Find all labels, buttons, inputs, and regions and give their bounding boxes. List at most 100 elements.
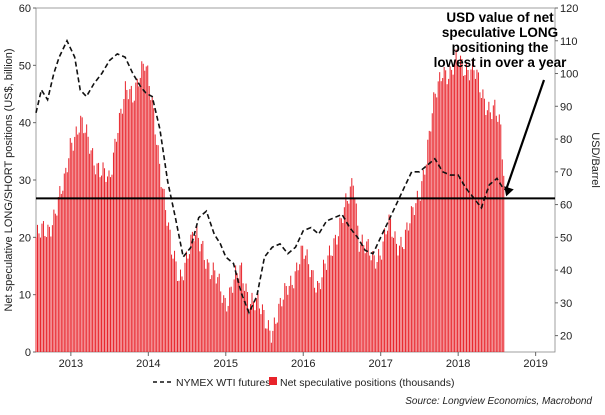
position-bar [112, 152, 114, 352]
position-bar [318, 282, 320, 352]
position-bar [215, 283, 217, 352]
position-bar [381, 259, 383, 352]
position-bar [78, 132, 80, 352]
position-bar [104, 168, 106, 352]
position-bar [126, 89, 128, 352]
position-bar [147, 65, 149, 352]
position-bar [281, 306, 283, 352]
position-bar [352, 185, 354, 352]
annotation-line: speculative LONG [442, 25, 558, 40]
legend-label-positions: Net speculative positions (thousands) [280, 377, 455, 389]
position-bar [65, 167, 67, 352]
position-bar [378, 249, 380, 352]
position-bar [132, 102, 134, 353]
position-bar [93, 165, 95, 352]
position-bar [476, 69, 478, 352]
position-bar [74, 136, 76, 352]
position-bar [247, 292, 249, 352]
position-bar [135, 82, 137, 352]
position-bar [403, 248, 405, 352]
position-bar [59, 186, 61, 352]
annotation-line: positioning the [452, 40, 549, 55]
position-bar [230, 286, 232, 352]
position-bar [342, 222, 344, 352]
x-tick-label: 2019 [523, 358, 547, 370]
position-bar [172, 258, 174, 352]
position-bar [264, 328, 266, 352]
position-bar [57, 196, 59, 352]
position-bar [56, 215, 58, 352]
position-bar [415, 203, 417, 352]
position-bar [369, 255, 371, 352]
position-bar [133, 100, 135, 352]
position-bar [260, 314, 262, 352]
position-bar [250, 304, 252, 352]
position-bar [461, 59, 463, 353]
y2-tick-label: 110 [560, 36, 578, 48]
position-bar [497, 121, 499, 353]
position-bar [218, 273, 220, 352]
position-bar [120, 108, 122, 353]
position-bar [387, 230, 389, 352]
position-bar [494, 99, 496, 353]
position-bar [437, 81, 439, 352]
position-bar [163, 188, 165, 352]
legend-red-marker [269, 377, 277, 385]
position-bar [388, 214, 390, 352]
position-bar [302, 245, 304, 352]
position-bar [336, 244, 338, 352]
position-bar [278, 303, 280, 352]
y2-tick-label: 80 [560, 134, 572, 146]
position-bar [138, 86, 140, 352]
position-bar [431, 113, 433, 353]
position-bar [495, 115, 497, 353]
position-bar [71, 142, 73, 352]
position-bar [238, 278, 240, 352]
position-bar [69, 138, 71, 352]
y2-tick-label: 120 [560, 3, 578, 15]
position-bar [156, 144, 158, 352]
position-bar [242, 283, 244, 352]
position-bar [60, 193, 62, 352]
y-tick-label: 20 [19, 232, 31, 244]
y-axis-title: Net speculative LONG/SHORT positions (US… [3, 48, 15, 311]
position-bar [269, 330, 271, 352]
position-bar [373, 255, 375, 352]
position-bar [177, 281, 179, 352]
position-bar [330, 255, 332, 352]
position-bar [485, 114, 487, 352]
annotation-line: USD value of net [446, 10, 554, 25]
position-bar [282, 299, 284, 352]
position-bar [460, 55, 462, 353]
position-bar [45, 237, 47, 352]
position-bar [291, 284, 293, 352]
position-bar [406, 222, 408, 352]
position-bar [38, 233, 40, 352]
position-bar [395, 243, 397, 352]
position-bar [440, 81, 442, 352]
position-bar [397, 255, 399, 352]
position-bar [39, 237, 41, 352]
position-bar [491, 119, 493, 352]
position-bar [92, 148, 94, 352]
position-bar [285, 286, 287, 352]
position-bar [375, 268, 377, 352]
position-bar [263, 309, 265, 352]
position-bar [323, 259, 325, 352]
position-bar [165, 210, 167, 352]
position-bar [77, 134, 79, 352]
position-bar [308, 264, 310, 352]
position-bar [334, 234, 336, 352]
position-bar [345, 193, 347, 352]
position-bar [208, 262, 210, 352]
position-bar [124, 81, 126, 353]
y-tick-label: 60 [19, 3, 31, 15]
position-bar [123, 99, 125, 352]
position-bar [421, 181, 423, 352]
position-bar [404, 229, 406, 352]
position-bar [159, 163, 161, 352]
position-bar [42, 221, 44, 352]
position-bar [477, 72, 479, 353]
